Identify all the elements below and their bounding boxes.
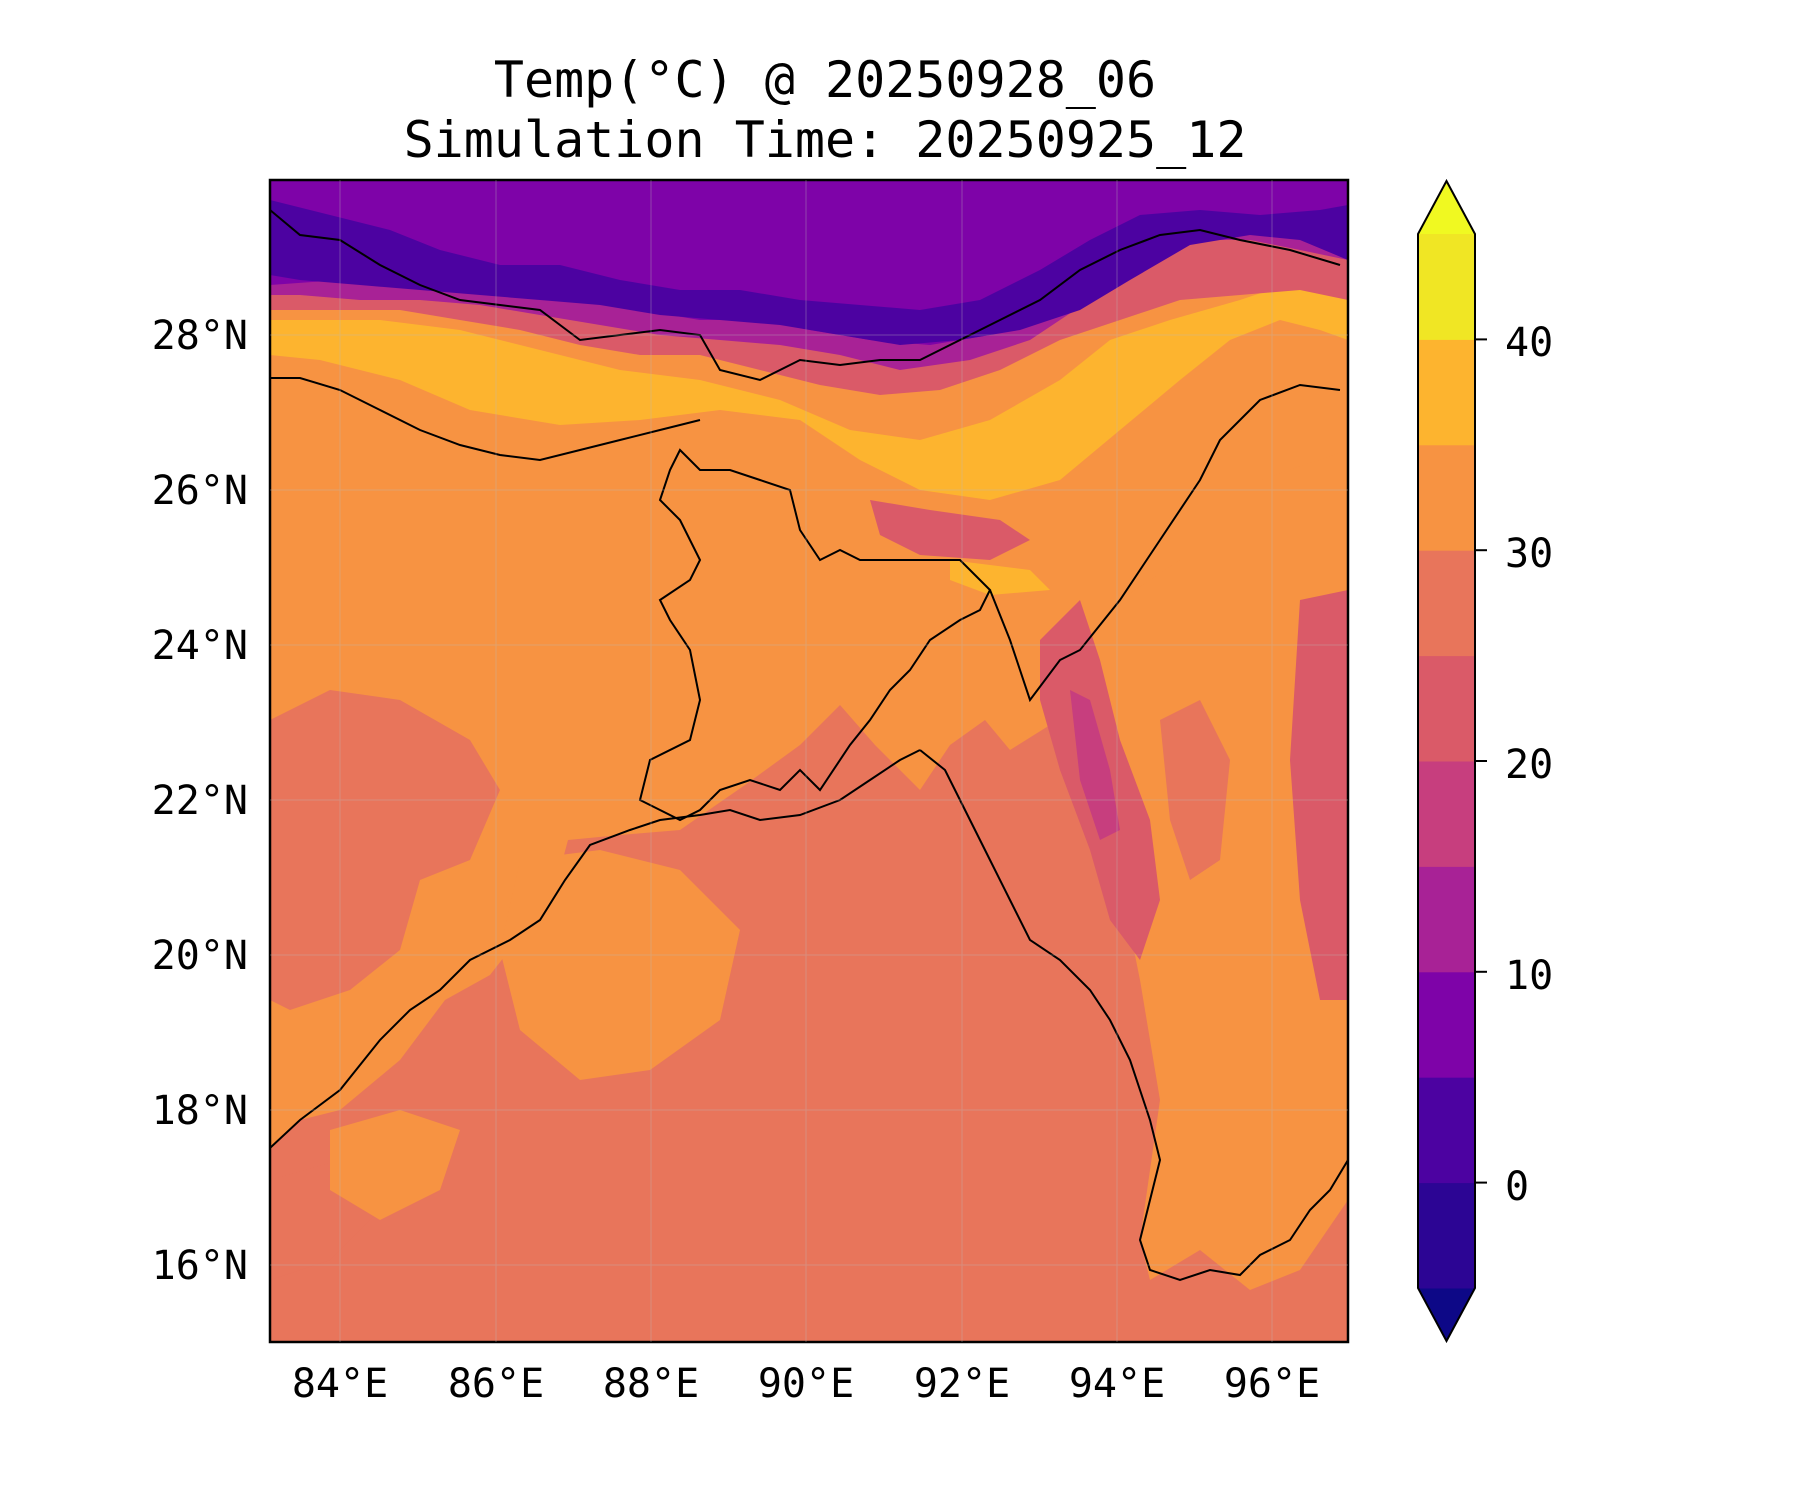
colorbar-band — [1418, 655, 1475, 762]
temperature-field — [270, 180, 1348, 1342]
colorbar-band — [1418, 866, 1475, 973]
india-cooler-patch — [270, 690, 500, 1010]
lat-tick-label: 26°N — [152, 468, 248, 514]
colorbar-tick-label: 20 — [1505, 742, 1553, 788]
lat-tick-label: 16°N — [152, 1243, 248, 1289]
colorbar-extend-min — [1418, 1288, 1475, 1341]
colorbar-band — [1418, 1182, 1475, 1289]
himalaya-band-10 — [270, 180, 1348, 345]
lon-tick-label: 88°E — [603, 1361, 699, 1407]
map-frame — [268, 178, 1350, 1344]
gridlines — [270, 180, 1348, 1342]
myanmar-hills-field — [1070, 690, 1120, 840]
lon-tick-label: 94°E — [1069, 1361, 1165, 1407]
colorbar-band — [1418, 234, 1475, 340]
himalaya-band-5 — [270, 200, 1348, 345]
colorbar-tick-label: 30 — [1505, 531, 1553, 577]
bay-warm-patch — [500, 850, 740, 1080]
colorbar-outline — [1417, 178, 1476, 1344]
lon-tick-labels: 84°E 86°E 88°E 90°E 92°E 94°E 96°E — [292, 1361, 1320, 1407]
lat-tick-label: 20°N — [152, 933, 248, 979]
border-india-south — [270, 377, 701, 462]
lat-tick-label: 24°N — [152, 623, 248, 669]
map-subtitle: Simulation Time: 20250925_12 — [403, 111, 1247, 169]
lat-tick-label: 22°N — [152, 778, 248, 824]
assam-cool-patch — [870, 500, 1030, 560]
colorbar-tick-label: 40 — [1505, 320, 1553, 366]
border-bangladesh — [638, 448, 992, 822]
myanmar-hills-field — [1160, 700, 1230, 880]
foothills-hot-band — [270, 280, 1348, 500]
coastline-myanmar — [919, 749, 1348, 1282]
colorbar-band — [1418, 550, 1475, 657]
map-title: Temp(°C) @ 20250928_06 — [493, 51, 1157, 109]
lon-tick-label: 90°E — [758, 1361, 854, 1407]
bay-warm-patch — [330, 1110, 460, 1220]
foothills-hot-band — [950, 560, 1050, 595]
colorbar-band — [1418, 444, 1475, 551]
lon-tick-label: 86°E — [448, 1361, 544, 1407]
colorbar-tick-labels: 0 10 20 30 40 — [1505, 320, 1553, 1210]
colorbar-band — [1418, 761, 1475, 867]
lon-tick-label: 96°E — [1224, 1361, 1320, 1407]
coastline-india — [270, 749, 921, 1149]
colorbar-band — [1418, 1077, 1475, 1184]
lat-tick-labels: 28°N 26°N 24°N 22°N 20°N 18°N 16°N — [152, 313, 248, 1289]
lon-tick-label: 92°E — [914, 1361, 1010, 1407]
colorbar-tick-label: 0 — [1505, 1164, 1529, 1210]
colorbar — [1417, 178, 1487, 1344]
border-myanmar-east — [989, 383, 1341, 703]
lon-tick-label: 84°E — [292, 1361, 388, 1407]
coastlines — [270, 209, 1348, 1282]
colorbar-band — [1418, 971, 1475, 1078]
colorbar-extend-max — [1418, 181, 1475, 234]
myanmar-hills-field — [1290, 590, 1348, 1000]
border-india-nepal — [270, 209, 1341, 382]
lat-tick-label: 18°N — [152, 1088, 248, 1134]
lat-tick-label: 28°N — [152, 313, 248, 359]
colorbar-band — [1418, 339, 1475, 446]
myanmar-land-field — [1080, 450, 1348, 1290]
colorbar-tick-label: 10 — [1505, 953, 1553, 999]
